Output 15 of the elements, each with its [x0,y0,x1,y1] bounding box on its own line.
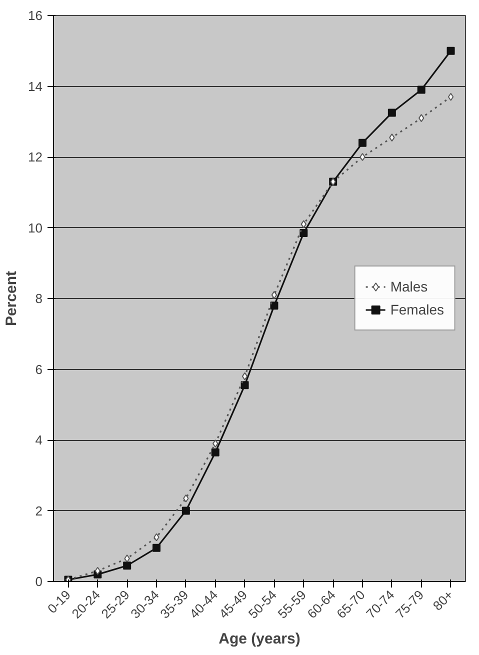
x-tick-label: 80+ [430,587,456,614]
y-tick-label: 12 [28,150,43,164]
y-tick-label: 4 [35,432,43,448]
legend-label: Females [390,302,444,318]
y-tick-label: 0 [35,574,43,589]
y-tick-label: 8 [35,291,43,306]
y-tick-label: 14 [28,78,43,94]
y-tick-label: 2 [35,503,43,518]
y-axis-title: Percent [3,270,20,326]
legend-label: Males [390,278,428,294]
y-tick-label: 10 [28,220,43,236]
y-tick-label: 16 [28,8,43,23]
x-axis-title: Age (years) [218,630,300,648]
x-tick-label: 0-19 [44,587,74,616]
y-tick-label: 6 [35,362,43,377]
